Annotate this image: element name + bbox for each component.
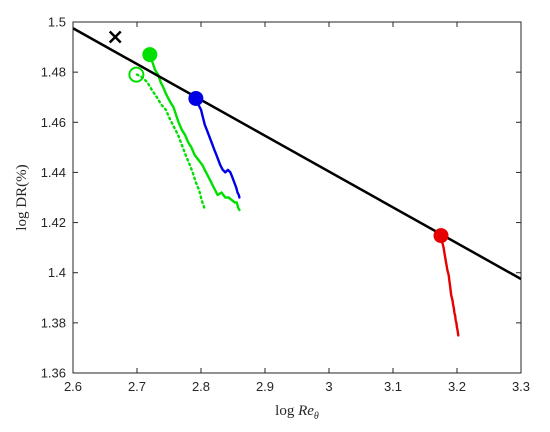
y-axis-label: log DR(%) xyxy=(14,164,30,230)
y-tick-label: 1.46 xyxy=(41,115,66,130)
marker-filled-circle-2 xyxy=(188,90,204,106)
x-tick-label: 2.6 xyxy=(64,379,82,394)
y-tick-label: 1.5 xyxy=(48,15,66,30)
marker-filled-circle-3 xyxy=(433,228,449,244)
series-line-0 xyxy=(148,53,241,212)
x-tick-label: 3 xyxy=(325,379,332,394)
y-tick-label: 1.48 xyxy=(41,65,66,80)
y-tick-label: 1.44 xyxy=(41,165,66,180)
series-line-1 xyxy=(135,73,206,209)
x-tick-label: 2.8 xyxy=(192,379,210,394)
x-axis-label-prefix: log xyxy=(275,403,298,419)
y-tick-label: 1.4 xyxy=(48,265,66,280)
x-axis-label-var: Re xyxy=(297,403,314,419)
marker-open-circle-1 xyxy=(128,66,145,83)
y-tick-label: 1.36 xyxy=(41,366,66,381)
x-tick-label: 3.3 xyxy=(512,379,530,394)
series-line-2 xyxy=(194,98,241,199)
x-axis-label: log Reθ xyxy=(275,403,319,422)
y-tick-label: 1.42 xyxy=(41,215,66,230)
plot-frame xyxy=(72,21,522,374)
x-tick-label: 2.7 xyxy=(128,379,146,394)
fit-layer xyxy=(72,27,522,281)
x-tick-label: 2.9 xyxy=(256,379,274,394)
series-line-3 xyxy=(439,233,460,337)
y-tick-label: 1.38 xyxy=(41,315,66,330)
x-tick-label: 3.2 xyxy=(448,379,466,394)
fit-line xyxy=(72,27,522,281)
marker-cross-4 xyxy=(108,30,122,44)
series-layer xyxy=(135,53,460,337)
marker-layer xyxy=(108,30,449,244)
x-tick-label: 3.1 xyxy=(384,379,402,394)
x-axis-label-sub: θ xyxy=(314,411,319,422)
marker-filled-circle-0 xyxy=(142,47,158,63)
tick-layer: 2.6 2.7 2.8 2.9 3 3.1 3.2 3.3 1.36 1.38 1.4 1.42 1.4… xyxy=(41,15,530,395)
